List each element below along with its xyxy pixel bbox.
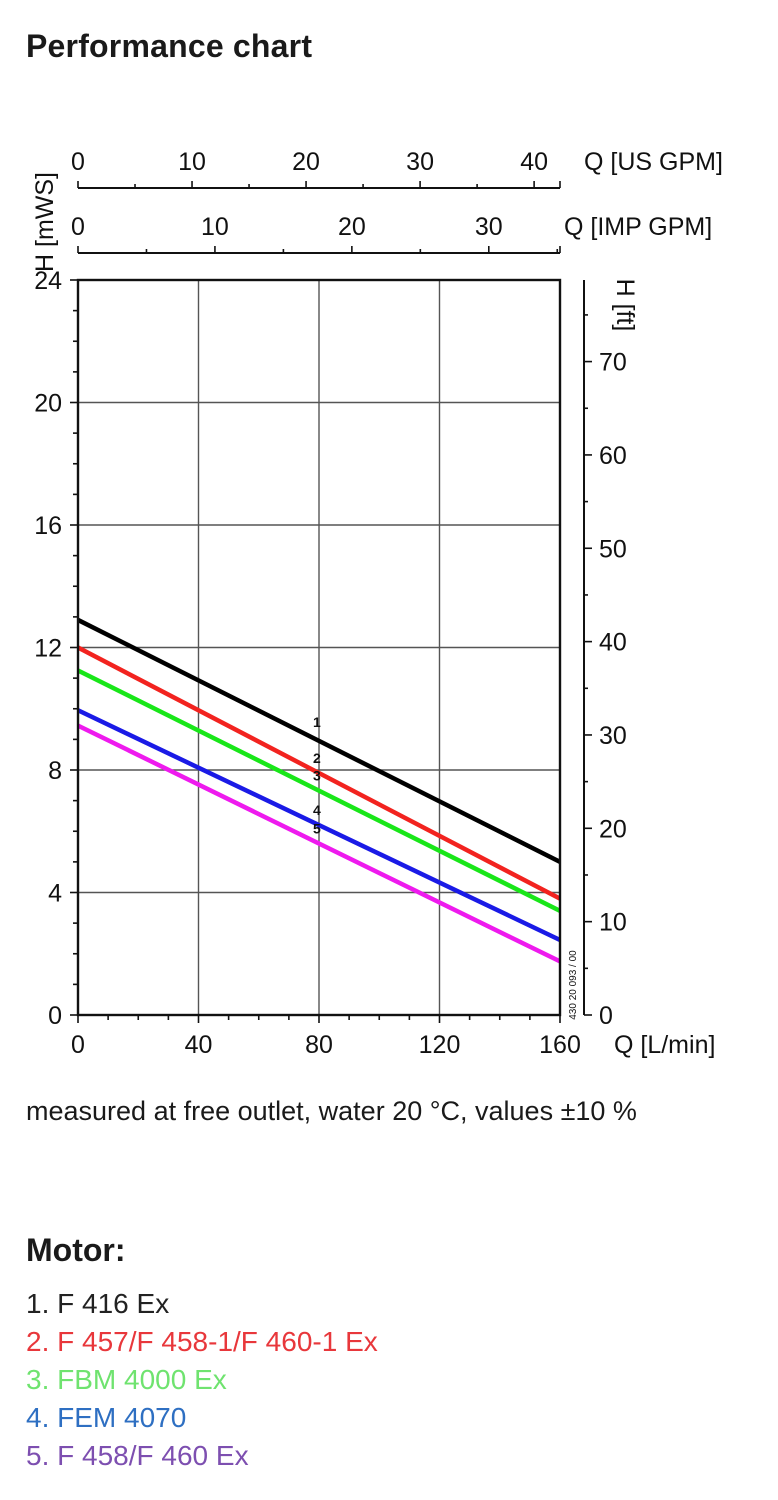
right-axis-tick-label: 0 — [599, 1002, 613, 1030]
y-tick-label: 0 — [48, 1002, 62, 1030]
x-tick-label: 120 — [419, 1031, 461, 1059]
top-axis-tick-label: 20 — [338, 213, 366, 241]
chart-axes — [70, 181, 592, 1023]
chart-curves — [76, 617, 562, 964]
x-tick-label: 80 — [305, 1031, 333, 1059]
y-tick-label: 16 — [34, 512, 62, 540]
curve-label-3: 3 — [313, 768, 321, 784]
motor-number: 2. — [26, 1326, 50, 1357]
x-tick-label: 0 — [71, 1031, 85, 1059]
y-tick-label: 4 — [48, 880, 62, 908]
motor-heading: Motor: — [26, 1232, 126, 1268]
motor-number: 4. — [26, 1402, 50, 1433]
top-axis-tick-label: 30 — [475, 213, 503, 241]
right-axis-tick-label: 50 — [599, 535, 627, 563]
curve-4 — [77, 708, 561, 942]
measurement-note: measured at free outlet, water 20 °C, va… — [26, 1096, 637, 1126]
curve-3 — [76, 668, 562, 913]
motor-name: FBM 4000 Ex — [57, 1364, 227, 1395]
curve-label-2: 2 — [313, 750, 321, 766]
motor-number: 5. — [26, 1440, 50, 1471]
curve-2 — [76, 645, 562, 901]
motor-item-5: 5. F 458/F 460 Ex — [26, 1437, 378, 1475]
curve-label-4: 4 — [313, 802, 321, 818]
top-axis-tick-label: 40 — [520, 148, 548, 176]
x-axis-label: Q [L/min] — [614, 1031, 715, 1059]
motor-list: 1. F 416 Ex 2. F 457/F 458-1/F 460-1 Ex … — [26, 1285, 378, 1475]
motor-number: 1. — [26, 1288, 50, 1319]
curve-label-5: 5 — [313, 821, 321, 837]
drawing-code: 430 20 093 / 00 — [568, 950, 579, 1020]
motor-item-1: 1. F 416 Ex — [26, 1285, 378, 1323]
motor-name: F 416 Ex — [57, 1288, 170, 1319]
top-axis-tick-label: 30 — [406, 148, 434, 176]
page-title: Performance chart — [26, 28, 313, 64]
top-axis-label: Q [IMP GPM] — [564, 213, 712, 241]
curve-5 — [77, 723, 561, 964]
top-axis-label: Q [US GPM] — [584, 148, 723, 176]
x-tick-label: 40 — [185, 1031, 213, 1059]
right-axis-tick-label: 20 — [599, 815, 627, 843]
right-axis-tick-label: 10 — [599, 909, 627, 937]
right-axis-tick-label: 70 — [599, 349, 627, 377]
top-axis-tick-label: 0 — [71, 213, 85, 241]
right-axis-tick-label: 40 — [599, 629, 627, 657]
y-tick-label: 12 — [34, 635, 62, 663]
motor-item-4: 4. FEM 4070 — [26, 1399, 378, 1437]
y-tick-label: 20 — [34, 390, 62, 418]
motor-name: F 458/F 460 Ex — [57, 1440, 249, 1471]
x-tick-label: 160 — [539, 1031, 581, 1059]
right-axis-label: H [ft] — [611, 279, 639, 332]
y-axis-label: H [mWS] — [31, 172, 59, 272]
motor-name: F 457/F 458-1/F 460-1 Ex — [57, 1326, 378, 1357]
motor-item-3: 3. FBM 4000 Ex — [26, 1361, 378, 1399]
curve-1 — [76, 617, 562, 864]
y-tick-label: 8 — [48, 757, 62, 785]
curve-label-1: 1 — [313, 714, 321, 730]
motor-item-2: 2. F 457/F 458-1/F 460-1 Ex — [26, 1323, 378, 1361]
top-axis-tick-label: 0 — [71, 148, 85, 176]
right-axis-tick-label: 30 — [599, 722, 627, 750]
top-axis-tick-label: 20 — [292, 148, 320, 176]
y-tick-label: 24 — [34, 267, 62, 295]
right-axis-tick-label: 60 — [599, 442, 627, 470]
top-axis-tick-label: 10 — [201, 213, 229, 241]
motor-name: FEM 4070 — [57, 1402, 187, 1433]
motor-number: 3. — [26, 1364, 50, 1395]
top-axis-tick-label: 10 — [178, 148, 206, 176]
